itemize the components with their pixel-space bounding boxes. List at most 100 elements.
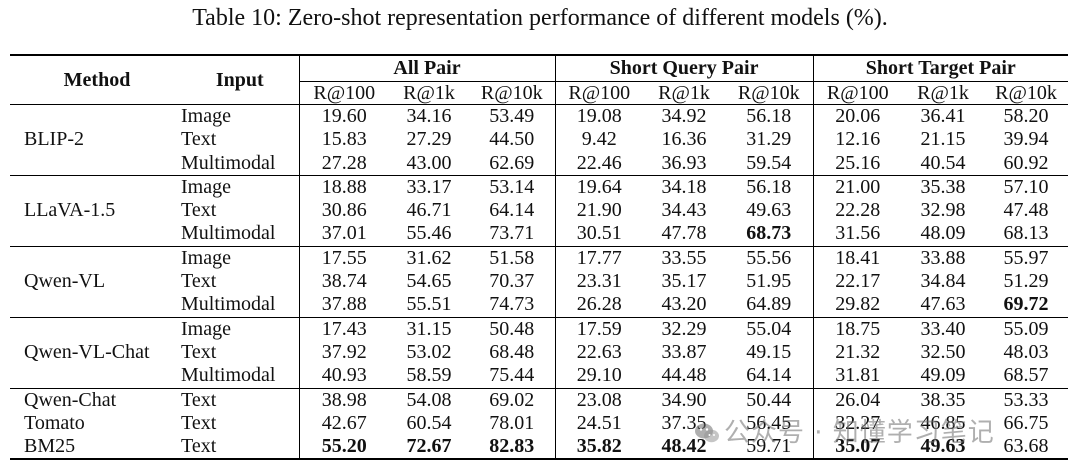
value-cell: 19.60 xyxy=(298,104,389,129)
value-cell: 34.90 xyxy=(643,387,726,412)
table-row: Tomato Text 42.67 60.54 78.01 24.51 37.35 56.45… xyxy=(10,411,1068,436)
value-cell: 32.50 xyxy=(920,340,966,363)
value-cell: 56.18 xyxy=(725,174,814,200)
value-cell: 53.14 xyxy=(469,174,556,200)
value-cell: 32.29 xyxy=(643,316,726,341)
value-cell: 35.38 xyxy=(902,174,985,200)
table-caption: Table 10: Zero-shot representation perfo… xyxy=(192,5,888,31)
value-cell: 82.83 xyxy=(469,435,556,461)
table-row: Multimodal 37.88 55.51 74.73 26.28 43.20 64.89… xyxy=(10,293,1068,318)
value-cell: 63.68 xyxy=(984,435,1069,461)
value-cell: 43.00 xyxy=(406,151,452,174)
value-cell: 20.06 xyxy=(812,104,903,129)
value-cell: 47.78 xyxy=(661,222,707,245)
value-cell: 39.94 xyxy=(1003,128,1049,151)
input-cell: Text xyxy=(170,435,299,461)
value-cell: 19.64 xyxy=(554,174,644,200)
value-cell: 35.07 xyxy=(812,435,903,461)
value-cell: 70.37 xyxy=(489,270,535,293)
value-cell: 24.51 xyxy=(554,411,644,436)
value-cell: 49.15 xyxy=(746,340,792,363)
value-cell: 33.40 xyxy=(902,316,985,341)
value-cell: 51.58 xyxy=(469,245,556,271)
table-row: Qwen-Chat Text 38.98 54.08 69.02 23.08 34.90 50… xyxy=(10,387,1069,412)
value-cell: 22.28 xyxy=(812,199,903,223)
table-row: Text 15.83 27.29 44.50 9.42 16.36 31.29 12.16 21… xyxy=(10,128,1068,152)
value-cell: 53.02 xyxy=(406,340,452,363)
value-cell: 38.98 xyxy=(298,387,389,412)
value-cell: 40.54 xyxy=(920,151,966,174)
value-cell: 55.04 xyxy=(725,316,814,341)
method-cell: Tomato xyxy=(24,411,85,434)
value-cell: 43.20 xyxy=(661,293,707,316)
value-cell: 21.00 xyxy=(812,174,903,200)
value-cell: 53.33 xyxy=(984,387,1069,412)
value-cell: 34.16 xyxy=(389,104,469,129)
value-cell: 32.98 xyxy=(920,199,966,222)
value-cell: 53.49 xyxy=(469,104,556,129)
value-cell: 19.08 xyxy=(554,104,644,129)
value-cell: 22.46 xyxy=(554,151,644,176)
value-cell: 51.95 xyxy=(746,270,792,293)
value-cell: 78.01 xyxy=(489,411,535,434)
header-metric: R@100 xyxy=(812,81,903,105)
value-cell: 51.29 xyxy=(1003,270,1049,293)
header-metric: R@1k xyxy=(902,81,985,105)
value-cell: 31.62 xyxy=(389,245,469,271)
method-cell: BM25 xyxy=(10,435,170,461)
value-cell: 55.46 xyxy=(406,222,452,245)
input-cell: Text xyxy=(181,199,217,222)
input-cell: Image xyxy=(170,245,299,271)
method-cell: LLaVA-1.5 xyxy=(10,174,170,247)
table-row: Text 30.86 46.71 64.14 21.90 34.43 49.63 22.28 3… xyxy=(10,199,1068,223)
value-cell: 18.88 xyxy=(298,174,389,200)
table-row: BM25 Text 55.20 72.67 82.83 35.82 48.42 59.71 35… xyxy=(10,435,1069,461)
value-cell: 60.92 xyxy=(1003,151,1049,174)
value-cell: 34.18 xyxy=(643,174,726,200)
value-cell: 50.48 xyxy=(469,316,556,341)
value-cell: 18.41 xyxy=(812,245,903,271)
results-table: Method Input All Pair Short Query Pair S… xyxy=(10,54,1069,461)
value-cell: 17.43 xyxy=(298,316,389,341)
value-cell: 30.51 xyxy=(554,222,644,247)
value-cell: 33.87 xyxy=(661,340,707,363)
value-cell: 15.83 xyxy=(298,128,389,152)
input-cell: Text xyxy=(181,411,217,434)
value-cell: 22.17 xyxy=(812,270,903,294)
value-cell: 58.20 xyxy=(984,104,1069,129)
header-input: Input xyxy=(170,54,299,105)
method-cell: Qwen-Chat xyxy=(10,387,170,412)
value-cell: 64.14 xyxy=(489,199,535,222)
value-cell: 30.86 xyxy=(298,199,389,223)
table-row: Text 38.74 54.65 70.37 23.31 35.17 51.95 22.17 3… xyxy=(10,270,1068,294)
value-cell: 26.28 xyxy=(554,293,644,318)
value-cell: 59.71 xyxy=(725,435,814,461)
header-group-short-query-pair: Short Query Pair xyxy=(554,54,814,82)
value-cell: 22.63 xyxy=(554,340,644,365)
value-cell: 60.54 xyxy=(406,411,452,434)
value-cell: 31.56 xyxy=(812,222,903,247)
value-cell: 17.55 xyxy=(298,245,389,271)
value-cell: 34.43 xyxy=(661,199,707,222)
value-cell: 57.10 xyxy=(984,174,1069,200)
value-cell: 29.10 xyxy=(554,364,644,389)
value-cell: 64.89 xyxy=(746,293,792,316)
value-cell: 47.48 xyxy=(1003,199,1049,222)
results-table-body: BLIP-2 Image 19.60 34.16 53.49 19.08 34.92 56.1… xyxy=(10,104,1069,461)
value-cell: 37.88 xyxy=(298,293,389,318)
header-method: Method xyxy=(10,54,170,105)
value-cell: 59.54 xyxy=(746,151,792,174)
header-group-short-target-pair: Short Target Pair xyxy=(812,54,1069,82)
value-cell: 56.18 xyxy=(725,104,814,129)
value-cell: 23.31 xyxy=(554,270,644,294)
value-cell: 17.77 xyxy=(554,245,644,271)
header-group-all-pair: All Pair xyxy=(298,54,556,82)
header-row-groups: Method Input All Pair Short Query Pair S… xyxy=(10,54,1069,105)
value-cell: 55.56 xyxy=(725,245,814,271)
value-cell: 56.45 xyxy=(746,411,792,434)
method-cell: Qwen-VL-Chat xyxy=(10,316,170,389)
value-cell: 73.71 xyxy=(489,222,535,245)
value-cell: 66.75 xyxy=(1003,411,1049,434)
value-cell: 26.04 xyxy=(812,387,903,412)
value-cell: 18.75 xyxy=(812,316,903,341)
